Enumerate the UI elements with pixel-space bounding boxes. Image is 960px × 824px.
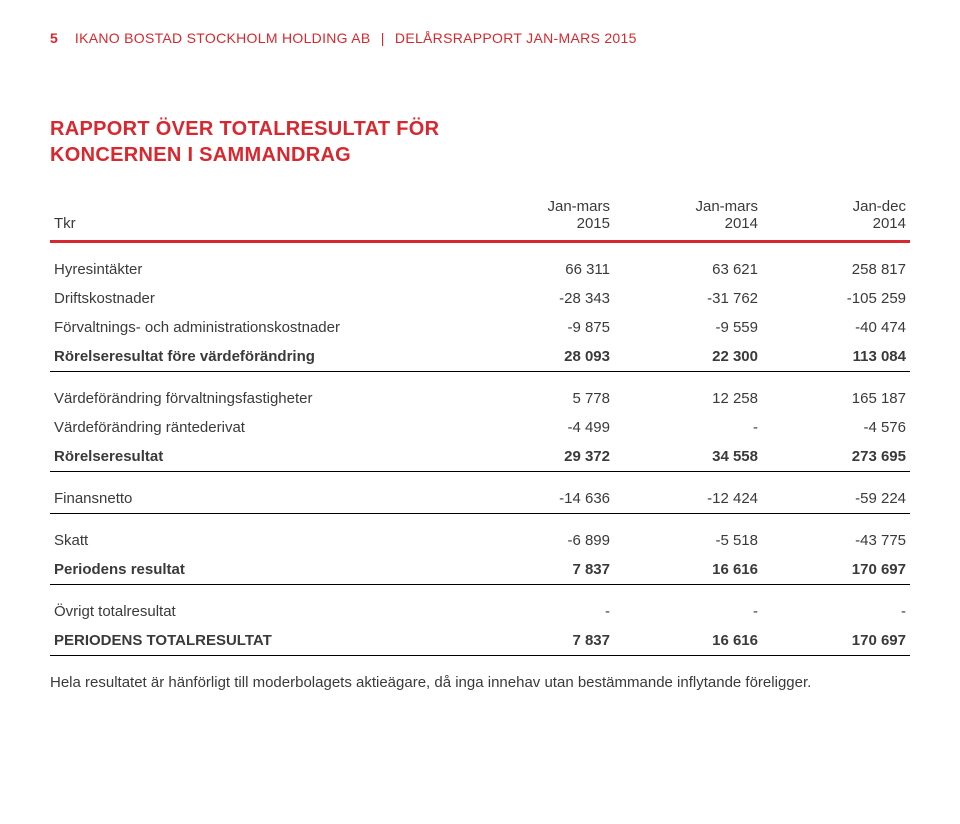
- row-value: 16 616: [614, 555, 762, 585]
- col3-bot: 2014: [618, 215, 758, 232]
- col-header-period-3: Jan-dec 2014: [762, 192, 910, 242]
- row-value: -5 518: [614, 514, 762, 556]
- col-header-tkr: Tkr: [50, 192, 466, 242]
- page-number: 5: [50, 30, 58, 46]
- report-title: RAPPORT ÖVER TOTALRESULTAT FÖR KONCERNEN…: [50, 116, 910, 168]
- row-value: -: [614, 585, 762, 627]
- row-value: 273 695: [762, 442, 910, 472]
- company-name: IKANO BOSTAD STOCKHOLM HOLDING AB: [75, 30, 371, 46]
- col2-bot: 2015: [470, 215, 610, 232]
- col3-top: Jan-mars: [618, 198, 758, 215]
- financial-table: Tkr Jan-mars 2015 Jan-mars 2014 Jan-dec …: [50, 192, 910, 656]
- row-value: -6 899: [466, 514, 614, 556]
- row-label: Övrigt totalresultat: [50, 585, 466, 627]
- row-value: -31 762: [614, 284, 762, 313]
- row-label: Finansnetto: [50, 472, 466, 514]
- row-label: Hyresintäkter: [50, 242, 466, 285]
- row-value: -12 424: [614, 472, 762, 514]
- col1-label: Tkr: [54, 215, 76, 232]
- table-row: Hyresintäkter66 31163 621258 817: [50, 242, 910, 285]
- row-label: Förvaltnings- och administrationskostnad…: [50, 313, 466, 342]
- row-value: 7 837: [466, 555, 614, 585]
- row-value: 29 372: [466, 442, 614, 472]
- row-value: -14 636: [466, 472, 614, 514]
- row-label: Skatt: [50, 514, 466, 556]
- row-value: 170 697: [762, 555, 910, 585]
- table-row: Rörelseresultat före värdeförändring28 0…: [50, 342, 910, 372]
- row-label: Värdeförändring räntederivat: [50, 413, 466, 442]
- row-label: Rörelseresultat före värdeförändring: [50, 342, 466, 372]
- row-label: Periodens resultat: [50, 555, 466, 585]
- row-value: 170 697: [762, 626, 910, 656]
- document-title: DELÅRSRAPPORT JAN-MARS 2015: [395, 30, 637, 46]
- row-value: -4 499: [466, 413, 614, 442]
- row-label: Driftskostnader: [50, 284, 466, 313]
- table-row: Värdeförändring förvaltningsfastigheter5…: [50, 372, 910, 414]
- table-row: Skatt-6 899-5 518-43 775: [50, 514, 910, 556]
- row-value: 165 187: [762, 372, 910, 414]
- table-row: Driftskostnader-28 343-31 762-105 259: [50, 284, 910, 313]
- row-value: -4 576: [762, 413, 910, 442]
- row-value: 7 837: [466, 626, 614, 656]
- page-header: 5 IKANO BOSTAD STOCKHOLM HOLDING AB | DE…: [50, 30, 910, 46]
- row-value: 34 558: [614, 442, 762, 472]
- row-value: -9 875: [466, 313, 614, 342]
- col4-bot: 2014: [766, 215, 906, 232]
- row-value: 258 817: [762, 242, 910, 285]
- row-value: -59 224: [762, 472, 910, 514]
- row-label: Värdeförändring förvaltningsfastigheter: [50, 372, 466, 414]
- table-row: Förvaltnings- och administrationskostnad…: [50, 313, 910, 342]
- row-value: -43 775: [762, 514, 910, 556]
- table-row: Finansnetto-14 636-12 424-59 224: [50, 472, 910, 514]
- col4-top: Jan-dec: [766, 198, 906, 215]
- row-value: -: [614, 413, 762, 442]
- row-value: 113 084: [762, 342, 910, 372]
- row-value: -9 559: [614, 313, 762, 342]
- table-row: Periodens resultat7 83716 616170 697: [50, 555, 910, 585]
- table-row: Övrigt totalresultat---: [50, 585, 910, 627]
- table-row: PERIODENS TOTALRESULTAT7 83716 616170 69…: [50, 626, 910, 656]
- col-header-period-1: Jan-mars 2015: [466, 192, 614, 242]
- row-value: 5 778: [466, 372, 614, 414]
- row-value: -40 474: [762, 313, 910, 342]
- row-label: PERIODENS TOTALRESULTAT: [50, 626, 466, 656]
- row-value: -: [762, 585, 910, 627]
- row-value: 63 621: [614, 242, 762, 285]
- table-row: Rörelseresultat29 37234 558273 695: [50, 442, 910, 472]
- row-value: 28 093: [466, 342, 614, 372]
- title-line-1: RAPPORT ÖVER TOTALRESULTAT FÖR: [50, 118, 439, 140]
- col2-top: Jan-mars: [470, 198, 610, 215]
- header-spacer: [62, 30, 70, 46]
- row-value: 12 258: [614, 372, 762, 414]
- footnote: Hela resultatet är hänförligt till moder…: [50, 674, 910, 691]
- table-row: Värdeförändring räntederivat-4 499--4 57…: [50, 413, 910, 442]
- col-header-period-2: Jan-mars 2014: [614, 192, 762, 242]
- table-body: Hyresintäkter66 31163 621258 817Driftsko…: [50, 242, 910, 656]
- row-value: 22 300: [614, 342, 762, 372]
- title-line-2: KONCERNEN I SAMMANDRAG: [50, 144, 351, 166]
- row-value: -105 259: [762, 284, 910, 313]
- row-value: -28 343: [466, 284, 614, 313]
- row-value: 16 616: [614, 626, 762, 656]
- row-value: -: [466, 585, 614, 627]
- table-header-row: Tkr Jan-mars 2015 Jan-mars 2014 Jan-dec …: [50, 192, 910, 242]
- row-label: Rörelseresultat: [50, 442, 466, 472]
- row-value: 66 311: [466, 242, 614, 285]
- page-container: 5 IKANO BOSTAD STOCKHOLM HOLDING AB | DE…: [0, 0, 960, 721]
- header-separator: |: [381, 30, 385, 46]
